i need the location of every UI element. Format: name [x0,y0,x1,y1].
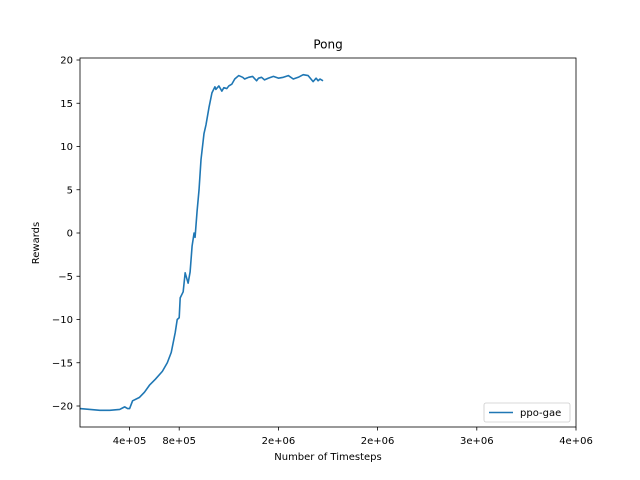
x-axis-label: Number of Timesteps [274,452,381,463]
y-tick-label: 15 [60,99,73,110]
y-axis-ticks: 20 15 10 5 0 −5 −10 −15 −20 [52,56,80,413]
legend-box [483,402,571,423]
x-tick-label: 4e+06 [559,436,593,447]
x-tick-label: 3e+06 [460,436,494,447]
y-tick-label: 10 [60,142,73,153]
series-line-ppo-gae [79,73,324,412]
y-tick-label: −20 [52,402,73,413]
y-tick-label: 5 [67,185,73,196]
x-tick-label: 2e+06 [262,436,296,447]
y-tick-label: −15 [52,358,73,369]
y-tick-label: −10 [52,315,73,326]
x-tick-label: 2e+06 [361,436,395,447]
x-tick-label: 4e+05 [113,436,147,447]
legend: ppo-gae [483,402,571,423]
plot-frame [79,57,577,428]
plot-area [80,58,576,427]
y-axis-label: Rewards [31,222,42,264]
x-axis-ticks: 4e+05 8e+05 2e+06 2e+06 3e+06 4e+06 [113,427,593,447]
legend-label: ppo-gae [520,408,561,419]
chart-title: Pong [313,38,342,52]
data-layer [79,73,324,412]
x-tick-label: 8e+05 [162,436,196,447]
y-tick-label: −5 [58,272,73,283]
y-tick-label: 20 [60,56,73,67]
y-tick-label: 0 [67,229,73,240]
